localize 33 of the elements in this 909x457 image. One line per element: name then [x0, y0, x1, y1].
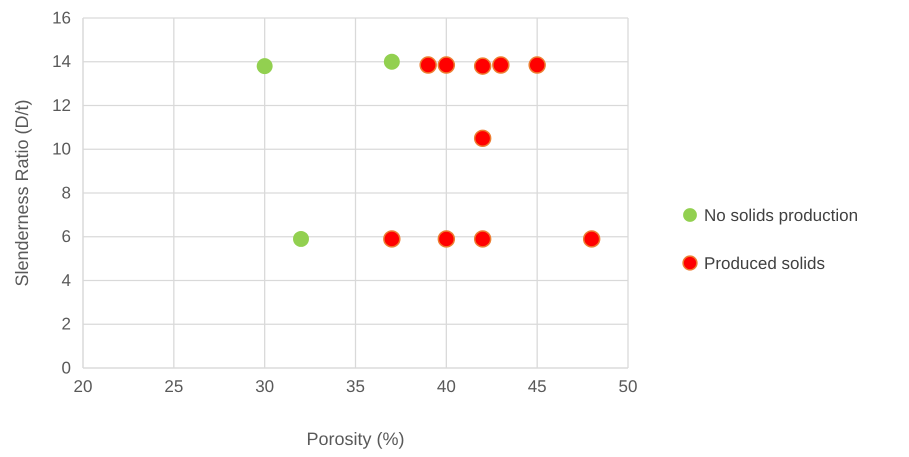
point [383, 230, 401, 248]
x-tick-label: 35 [346, 377, 365, 396]
x-tick-label: 50 [618, 377, 638, 396]
y-tick-label: 16 [52, 8, 71, 28]
point [419, 56, 437, 74]
y-tick-label: 2 [62, 314, 71, 334]
x-tick-label: 45 [528, 377, 547, 396]
y-axis-title: Slenderness Ratio (D/t) [12, 99, 32, 287]
point [528, 56, 546, 74]
y-tick-label: 0 [62, 358, 71, 378]
legend-label: No solids production [704, 206, 858, 225]
y-tick-label: 12 [52, 96, 71, 115]
point [256, 58, 273, 74]
point [438, 230, 456, 248]
x-axis-title: Porosity (%) [306, 429, 405, 449]
x-tick-label: 40 [436, 377, 456, 396]
y-tick-label: 4 [62, 270, 71, 290]
point [474, 57, 492, 75]
point [582, 230, 600, 248]
point [474, 230, 492, 248]
point [293, 230, 309, 247]
legend-label: Produced solids [704, 254, 825, 273]
y-tick-label: 8 [62, 183, 71, 202]
y-tick-label: 6 [62, 227, 71, 246]
y-tick-label: 14 [52, 52, 71, 72]
y-tick-label: 10 [52, 140, 71, 159]
point [438, 56, 456, 74]
x-tick-label: 25 [164, 377, 184, 396]
point [492, 56, 510, 74]
point [474, 130, 492, 148]
point [384, 54, 400, 70]
x-tick-label: 30 [255, 377, 274, 396]
x-tick-label: 20 [74, 377, 92, 396]
